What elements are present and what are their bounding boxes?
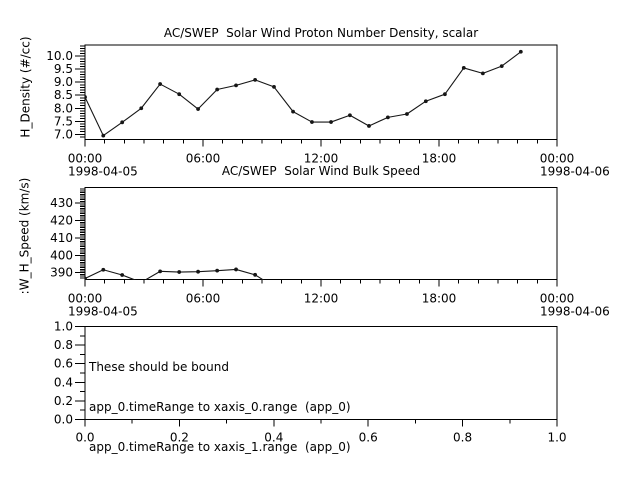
x-tick-label: 0.4 — [264, 430, 283, 444]
data-point — [310, 120, 314, 124]
y-tick-label: 0.4 — [54, 375, 73, 389]
x-tick-label: 18:00 — [422, 152, 457, 166]
x-tick-label: 00:00 — [540, 152, 575, 166]
x-date-label: 1998-04-06 — [540, 305, 610, 319]
y-tick-label: 7.0 — [54, 127, 73, 141]
x-tick-label: 1.0 — [547, 430, 566, 444]
x-tick-label: 0.6 — [359, 430, 378, 444]
data-point — [518, 49, 523, 54]
data-point — [291, 109, 295, 114]
data-point — [423, 99, 428, 104]
data-point — [499, 64, 504, 68]
data-point — [234, 83, 238, 88]
y-tick-label: 430 — [50, 196, 73, 210]
y-tick-label: 0.0 — [54, 412, 73, 426]
panel1-title: AC/SWEP Solar Wind Proton Number Density… — [163, 26, 479, 40]
data-point — [461, 66, 466, 70]
y-tick-label: 1.0 — [54, 320, 73, 334]
x-tick-label: 12:00 — [304, 152, 339, 166]
x-tick-label: 00:00 — [68, 152, 103, 166]
y-tick-label: 420 — [50, 214, 73, 228]
y-tick-label: 9.5 — [54, 62, 73, 76]
data-point — [253, 272, 258, 277]
annotation-line: These should be bound — [89, 359, 229, 374]
data-point — [385, 115, 390, 120]
panel-3: 0.0 0.2 0.4 0.6 0.8 1.0 0.0 0.2 0.4 0.6 0.8 1.0 — [54, 320, 567, 445]
data-point — [272, 85, 276, 89]
panel-1: 7.07.58.08.59.09.510.000:001998-04-0506:… — [46, 44, 610, 179]
y-tick-label: 0.2 — [54, 394, 73, 408]
series-line — [85, 51, 522, 137]
data-point — [85, 276, 87, 280]
data-point — [139, 280, 143, 284]
x-tick-label: 0.8 — [453, 430, 472, 444]
data-point — [158, 82, 163, 86]
x-tick-label: 06:00 — [186, 152, 221, 166]
binding-annotation: These should be bound app_0.timeRange to… — [89, 334, 351, 480]
data-point — [215, 268, 220, 273]
data-point — [329, 120, 333, 124]
data-point — [158, 269, 163, 274]
data-point — [480, 71, 485, 76]
x-tick-label: 0.2 — [170, 430, 189, 444]
plot-area[interactable] — [84, 44, 558, 140]
panel1-y-axis-label: H_Density (#/cc) — [18, 36, 33, 138]
y-tick-label: 0.6 — [54, 357, 73, 371]
data-point — [120, 120, 125, 125]
x-tick-label: 12:00 — [304, 292, 339, 306]
y-tick-label: 0.8 — [54, 338, 73, 352]
y-tick-label: 390 — [50, 266, 73, 280]
data-point — [101, 267, 106, 272]
data-point — [101, 133, 106, 138]
data-point — [405, 112, 409, 116]
x-tick-label: 0.0 — [75, 430, 94, 444]
data-point — [177, 270, 182, 274]
data-point — [348, 113, 352, 118]
data-point — [215, 87, 220, 92]
x-tick-label: 18:00 — [422, 292, 457, 306]
y-tick-label: 7.5 — [54, 114, 73, 128]
x-tick-label: 00:00 — [540, 292, 575, 306]
data-point — [120, 273, 125, 277]
y-tick-label: 8.0 — [54, 101, 73, 115]
y-tick-label: 400 — [50, 248, 73, 262]
series-W_H_Speed — [85, 267, 276, 289]
panel2-title: AC/SWEP Solar Wind Bulk Speed — [221, 164, 421, 178]
annotation-line: app_0.timeRange to xaxis_0.range (app_0) — [89, 400, 351, 415]
data-point — [234, 267, 238, 272]
y-tick-label: 410 — [50, 231, 73, 245]
data-point — [272, 285, 276, 289]
plot-area[interactable] — [84, 187, 558, 281]
panel2-y-axis-label: :W_H_Speed (km/s) — [17, 177, 32, 295]
data-point — [196, 269, 200, 274]
data-point — [196, 107, 200, 111]
y-tick-label: 9.0 — [54, 75, 73, 89]
x-date-label: 1998-04-06 — [540, 165, 610, 179]
annotation-line: app_0.timeRange to xaxis_1.range (app_0) — [89, 440, 351, 455]
x-tick-label: 06:00 — [186, 292, 221, 306]
data-point — [367, 124, 371, 128]
x-date-label: 1998-04-05 — [68, 165, 138, 179]
x-date-label: 1998-04-05 — [68, 305, 138, 319]
data-point — [177, 92, 182, 97]
x-tick-label: 00:00 — [68, 292, 103, 306]
data-point — [253, 77, 258, 82]
series-H_Density — [85, 49, 523, 138]
y-tick-label: 8.5 — [54, 88, 73, 102]
data-point — [85, 95, 87, 99]
data-point — [443, 92, 447, 97]
y-tick-label: 10.0 — [46, 49, 73, 63]
data-point — [139, 106, 144, 111]
